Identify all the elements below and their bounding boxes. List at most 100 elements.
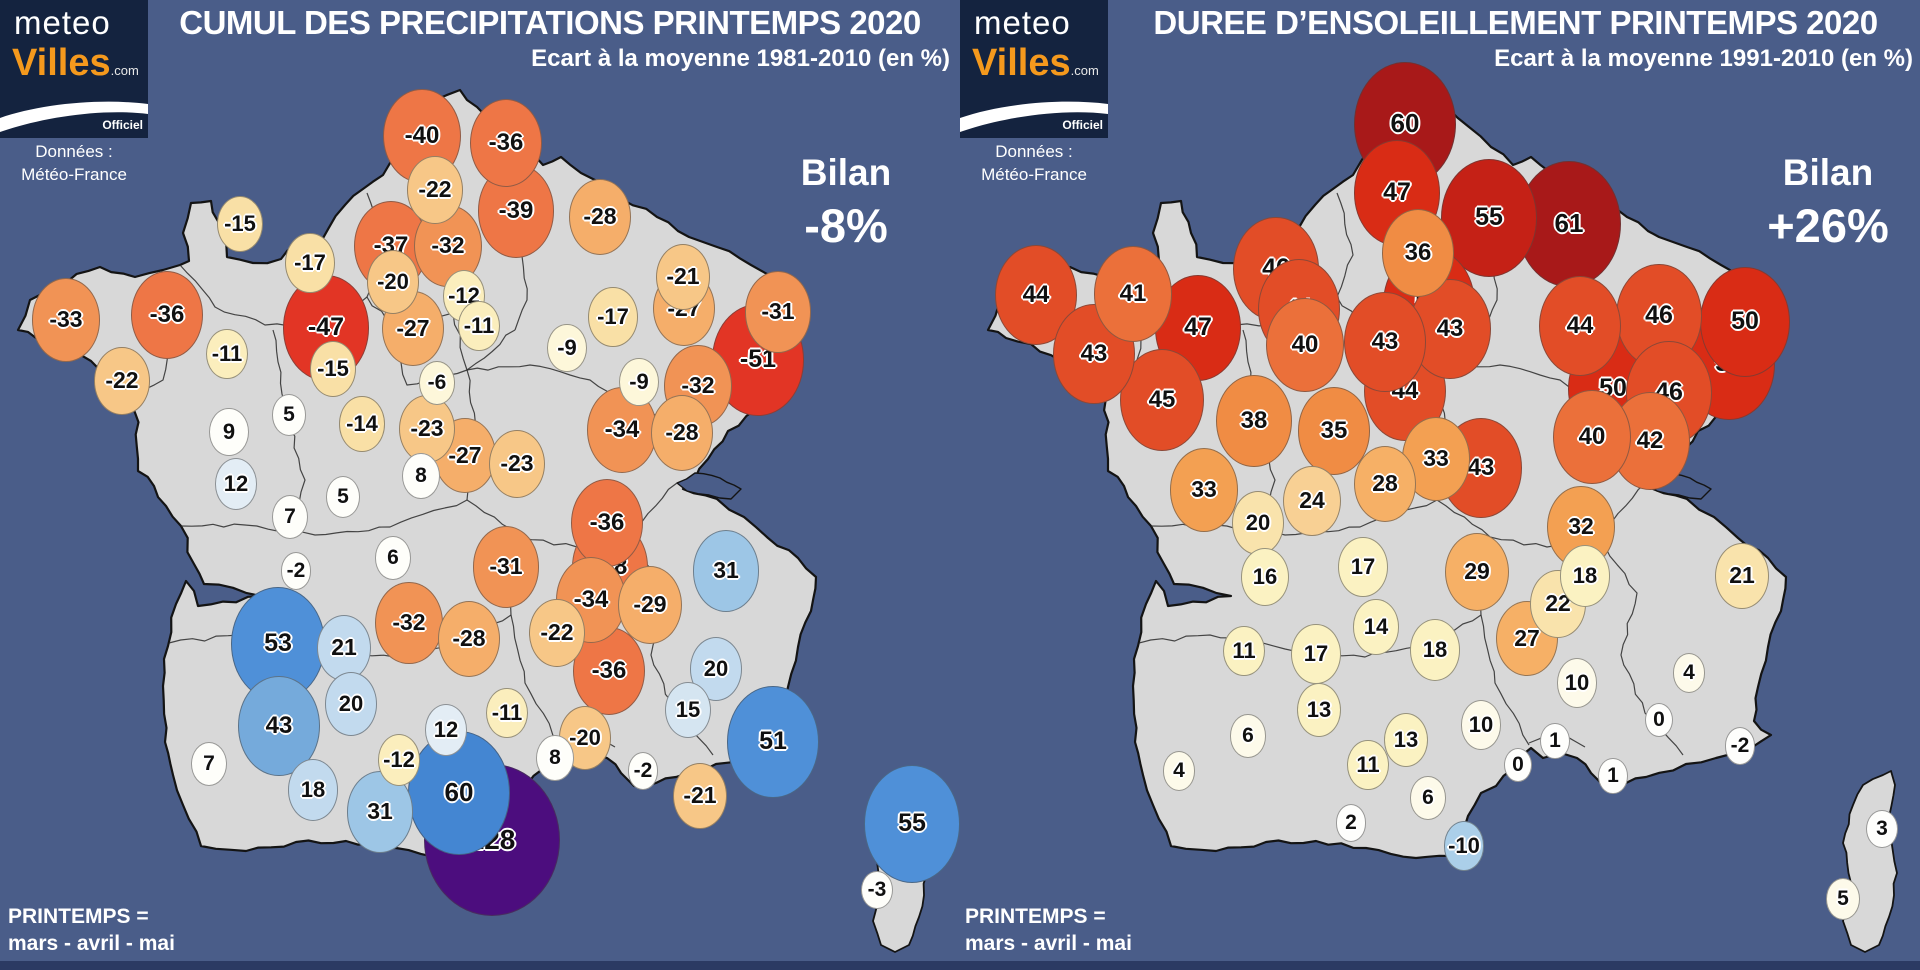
map-bubble-sunshine: 20 bbox=[1231, 490, 1285, 556]
map-bubble-precipitation: -23 bbox=[398, 394, 456, 464]
precipitation-subtitle: Ecart à la moyenne 1981-2010 (en %) bbox=[531, 45, 950, 72]
map-bubble-sunshine: 1 bbox=[1540, 723, 1570, 759]
map-bubble-precipitation: 5 bbox=[325, 476, 361, 518]
footer-line1: PRINTEMPS = bbox=[8, 905, 149, 928]
map-bubble-sunshine: 6 bbox=[1230, 714, 1266, 758]
map-bubble-precipitation: -11 bbox=[458, 300, 500, 352]
map-bubble-sunshine: 45 bbox=[1120, 348, 1204, 452]
bottom-bar bbox=[0, 961, 1920, 970]
map-bubble-precipitation: -3 bbox=[861, 870, 893, 910]
map-bubble-precipitation: 20 bbox=[689, 636, 743, 702]
map-bubble-precipitation: 43 bbox=[238, 676, 320, 776]
map-bubble-precipitation: 8 bbox=[536, 734, 574, 782]
map-bubble-precipitation: 51 bbox=[727, 686, 819, 798]
map-bubble-precipitation: -21 bbox=[672, 763, 727, 829]
data-source-line1: Données : bbox=[35, 142, 113, 161]
region-border bbox=[180, 499, 468, 536]
map-bubble-precipitation: -36 bbox=[572, 626, 646, 716]
map-bubble-precipitation: -15 bbox=[216, 195, 264, 253]
logo-swoosh bbox=[0, 101, 148, 132]
map-bubble-sunshine: 24 bbox=[1283, 465, 1341, 537]
map-bubble-sunshine: 10 bbox=[1556, 658, 1598, 708]
map-bubble-sunshine: 16 bbox=[1241, 547, 1289, 607]
map-bubble-sunshine: 40 bbox=[1553, 389, 1631, 485]
map-bubble-precipitation: -36 bbox=[130, 270, 204, 360]
map-bubble-precipitation: -31 bbox=[472, 526, 540, 608]
precipitation-title-block: CUMUL DES PRECIPITATIONS PRINTEMPS 2020 … bbox=[150, 4, 950, 73]
map-bubble-sunshine: -2 bbox=[1724, 727, 1756, 765]
map-bubble-sunshine: 29 bbox=[1445, 532, 1509, 611]
logo-swoosh bbox=[960, 101, 1108, 132]
logo-dotcom-text: .com bbox=[1070, 63, 1099, 78]
map-bubble-precipitation: -22 bbox=[529, 599, 585, 667]
map-bubble-sunshine: 35 bbox=[1298, 387, 1370, 475]
map-bubble-precipitation: 7 bbox=[190, 741, 228, 787]
sunshine-subtitle: Ecart à la moyenne 1991-2010 (en %) bbox=[1494, 45, 1913, 72]
map-bubble-sunshine: 0 bbox=[1504, 747, 1532, 783]
map-bubble-sunshine: 4 bbox=[1672, 652, 1706, 694]
map-bubble-precipitation: 55 bbox=[863, 765, 961, 883]
map-bubble-precipitation: 9 bbox=[209, 408, 249, 456]
map-bubble-precipitation: -17 bbox=[588, 287, 638, 347]
map-bubble-precipitation: 18 bbox=[287, 759, 339, 821]
map-bubble-precipitation: 7 bbox=[271, 494, 309, 540]
map-bubble-precipitation: -28 bbox=[437, 600, 501, 678]
map-bubble-sunshine: 10 bbox=[1460, 700, 1502, 750]
precipitation-footer: PRINTEMPS = mars - avril - mai bbox=[8, 903, 175, 957]
map-bubble-precipitation: 5 bbox=[271, 394, 307, 436]
region-border bbox=[466, 329, 516, 371]
map-bubble-sunshine: 11 bbox=[1223, 625, 1265, 677]
sunshine-footer: PRINTEMPS = mars - avril - mai bbox=[965, 903, 1132, 957]
map-bubble-sunshine: 36 bbox=[1381, 208, 1455, 298]
map-bubble-precipitation: 12 bbox=[214, 457, 258, 511]
map-bubble-precipitation: 15 bbox=[664, 681, 712, 739]
precipitation-bilan: Bilan -8% bbox=[756, 152, 936, 253]
map-bubble-precipitation: -11 bbox=[206, 328, 248, 380]
map-bubble-precipitation: -29 bbox=[618, 565, 682, 644]
sunshine-title-block: DUREE D’ENSOLEILLEMENT PRINTEMPS 2020 Ec… bbox=[1118, 4, 1913, 73]
map-bubble-precipitation: -22 bbox=[407, 156, 463, 224]
map-bubble-sunshine: 14 bbox=[1353, 599, 1399, 655]
map-bubble-precipitation: -14 bbox=[339, 396, 385, 452]
map-bubble-sunshine: 3 bbox=[1866, 809, 1898, 849]
footer-line2: mars - avril - mai bbox=[965, 932, 1132, 955]
sunshine-title: DUREE D’ENSOLEILLEMENT PRINTEMPS 2020 bbox=[1153, 4, 1878, 41]
logo-officiel-text: Officiel bbox=[1062, 118, 1103, 132]
logo-officiel-text: Officiel bbox=[102, 118, 143, 132]
data-source-line2: Météo-France bbox=[21, 165, 127, 184]
bilan-value: +26% bbox=[1767, 199, 1889, 252]
map-bubble-precipitation: -28 bbox=[650, 394, 714, 472]
map-bubble-precipitation: -11 bbox=[486, 687, 528, 739]
logo-dotcom-text: .com bbox=[110, 63, 139, 78]
map-bubble-sunshine: 55 bbox=[1440, 159, 1538, 277]
region-border bbox=[1336, 192, 1358, 321]
map-bubble-sunshine: 0 bbox=[1645, 702, 1673, 738]
sunshine-bilan: Bilan +26% bbox=[1738, 152, 1918, 253]
map-bubble-sunshine: 17 bbox=[1338, 537, 1388, 597]
precipitation-title: CUMUL DES PRECIPITATIONS PRINTEMPS 2020 bbox=[179, 4, 921, 41]
map-bubble-sunshine: 50 bbox=[1700, 267, 1790, 377]
map-bubble-precipitation: 20 bbox=[324, 671, 378, 737]
map-bubble-sunshine: 18 bbox=[1559, 545, 1611, 607]
map-bubble-precipitation: -22 bbox=[94, 347, 150, 415]
map-bubble-sunshine: 2 bbox=[1335, 804, 1367, 842]
meteovilles-logo: meteo Villes.com Officiel Données : Mété… bbox=[960, 0, 1108, 192]
map-bubble-precipitation: -9 bbox=[547, 324, 587, 372]
map-bubble-sunshine: 13 bbox=[1383, 713, 1429, 767]
map-bubble-precipitation: -20 bbox=[366, 249, 420, 315]
map-bubble-precipitation: -28 bbox=[568, 178, 632, 256]
map-bubble-sunshine: 4 bbox=[1162, 750, 1196, 792]
map-bubble-sunshine: 5 bbox=[1825, 878, 1861, 920]
map-bubble-sunshine: 28 bbox=[1353, 445, 1417, 523]
map-bubble-precipitation: -15 bbox=[309, 340, 357, 398]
map-bubble-precipitation: 21 bbox=[316, 615, 371, 681]
map-bubble-precipitation: -32 bbox=[375, 581, 443, 665]
map-bubble-precipitation: -32 bbox=[664, 344, 732, 428]
map-bubble-precipitation: -6 bbox=[419, 361, 455, 405]
map-bubble-sunshine: 44 bbox=[1538, 275, 1622, 377]
map-bubble-sunshine: 11 bbox=[1347, 739, 1389, 791]
map-bubble-sunshine: 40 bbox=[1266, 297, 1344, 393]
map-bubble-precipitation: 12 bbox=[424, 703, 468, 757]
logo-villes-text: Villes.com bbox=[12, 42, 139, 84]
